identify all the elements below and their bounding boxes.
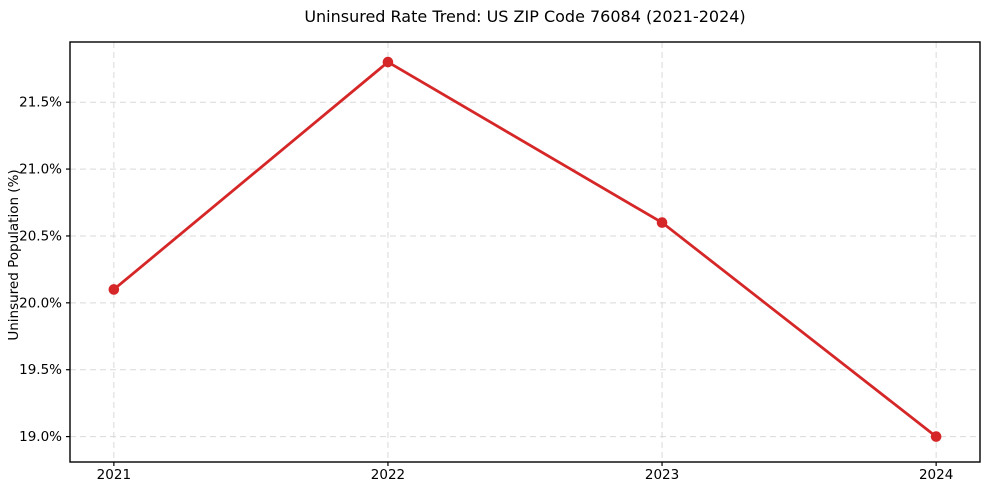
x-axis-tick-label: 2022: [371, 467, 405, 483]
data-point-marker: [108, 284, 120, 295]
y-axis-tick-label: 19.5%: [19, 362, 62, 378]
x-axis-tick-label: 2023: [645, 467, 679, 483]
data-point-marker: [930, 431, 942, 442]
x-axis-tick-label: 2024: [919, 467, 953, 483]
x-axis-tick-label: 2021: [97, 467, 131, 483]
y-axis-tick-label: 19.0%: [19, 429, 62, 445]
chart-title: Uninsured Rate Trend: US ZIP Code 76084 …: [304, 7, 746, 26]
y-axis-tick-label: 21.0%: [19, 162, 62, 178]
plot-border: [69, 41, 981, 463]
data-point-marker: [382, 56, 394, 68]
y-axis-tick-label: 21.5%: [19, 95, 62, 111]
trend-line: [112, 60, 938, 438]
y-axis-tick-label: 20.5%: [19, 228, 62, 244]
y-axis-tick-label: 20.0%: [19, 295, 62, 311]
data-point-marker: [656, 217, 668, 228]
